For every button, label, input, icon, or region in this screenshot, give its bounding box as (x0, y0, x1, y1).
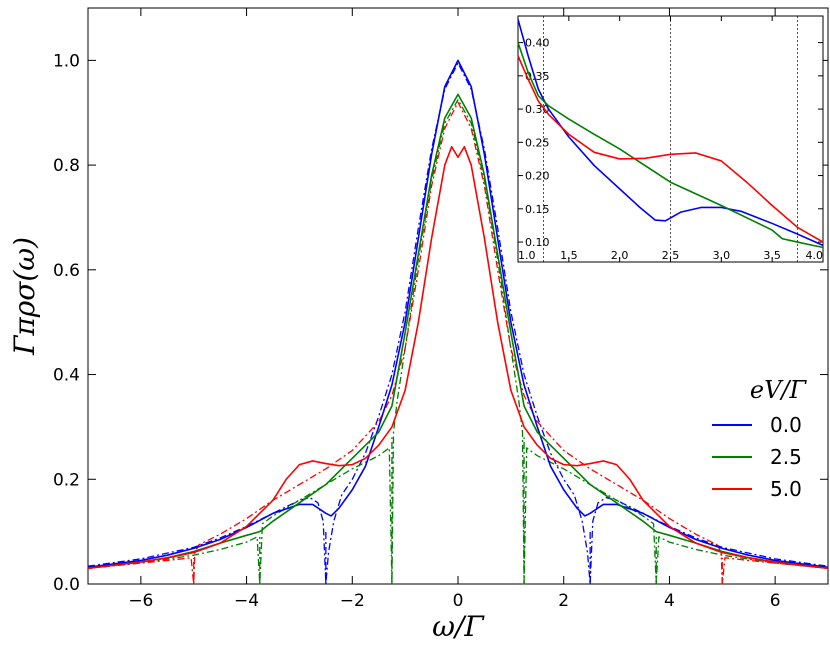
inset-series-line-2 (517, 55, 824, 243)
inset-x-tick-label: 4.0 (806, 249, 824, 262)
inset-x-tick-label: 2.5 (662, 249, 680, 262)
main-x-axis-label: ω/Γ (432, 610, 485, 643)
legend-label: 5.0 (770, 477, 802, 501)
main-series-group (87, 59, 829, 585)
main-x-tick-label: −4 (234, 591, 259, 611)
main-plot: −6 −4 −2 0 2 4 6 0.0 0.2 0.4 0.6 0.8 1.0 ω/Γ Γπρσ(ω… (8, 7, 829, 643)
series-line-0 (87, 59, 829, 569)
main-y-axis-label: Γπρσ(ω) (8, 237, 41, 356)
inset-series-line-1 (517, 42, 824, 249)
main-x-tick-label: 4 (664, 591, 675, 611)
inset-series-group (517, 19, 824, 249)
main-y-axis: 0.0 0.2 0.4 0.6 0.8 1.0 (53, 51, 828, 595)
inset-x-tick-label: 3.5 (763, 249, 781, 262)
series-line-1 (87, 93, 829, 570)
main-x-tick-label: 0 (453, 591, 464, 611)
inset-x-tick-label: 1.0 (518, 249, 536, 262)
series-dashdot-line-4 (87, 98, 829, 585)
main-x-axis: −6 −4 −2 0 2 4 6 (128, 8, 781, 611)
inset-x-tick-label: 2.0 (611, 249, 629, 262)
legend: eV/Γ 0.0 2.5 5.0 (712, 376, 807, 501)
inset-y-tick-label: 0.15 (525, 203, 550, 216)
inset-y-tick-label: 0.30 (525, 103, 550, 116)
inset-y-tick-label: 0.40 (525, 37, 550, 50)
inset-reference-lines (543, 16, 798, 262)
inset-y-tick-label: 0.25 (525, 136, 550, 149)
main-y-tick-label: 1.0 (53, 51, 80, 71)
inset-y-tick-label: 0.20 (525, 170, 550, 183)
threshold-markers (193, 437, 723, 584)
inset-plot: 1.0 1.5 2.0 2.5 3.0 3.5 4.0 0.10 0.15 0.20 0.25 0.… (517, 15, 824, 263)
legend-entries: 0.0 2.5 5.0 (712, 413, 802, 501)
main-y-tick-label: 0.4 (53, 366, 80, 386)
legend-title: eV/Γ (750, 376, 808, 404)
main-y-tick-label: 0.6 (53, 261, 80, 281)
main-x-tick-label: 2 (558, 591, 569, 611)
inset-y-tick-label: 0.10 (525, 236, 550, 249)
inset-x-axis: 1.0 1.5 2.0 2.5 3.0 3.5 4.0 (517, 16, 824, 262)
series-dashdot-line-5 (87, 101, 829, 585)
legend-label: 2.5 (770, 445, 802, 469)
main-x-tick-label: −6 (128, 591, 153, 611)
series-line-2 (87, 145, 829, 570)
main-y-tick-label: 0.0 (53, 575, 80, 595)
main-y-tick-label: 0.2 (53, 470, 80, 490)
inset-y-axis: 0.100.150.200.250.300.350.40 (518, 37, 823, 249)
main-y-tick-label: 0.8 (53, 156, 80, 176)
main-x-tick-label: −2 (340, 591, 365, 611)
legend-label: 0.0 (770, 413, 802, 437)
inset-x-tick-label: 3.0 (713, 249, 731, 262)
inset-x-tick-label: 1.5 (560, 249, 578, 262)
main-x-tick-label: 6 (770, 591, 781, 611)
